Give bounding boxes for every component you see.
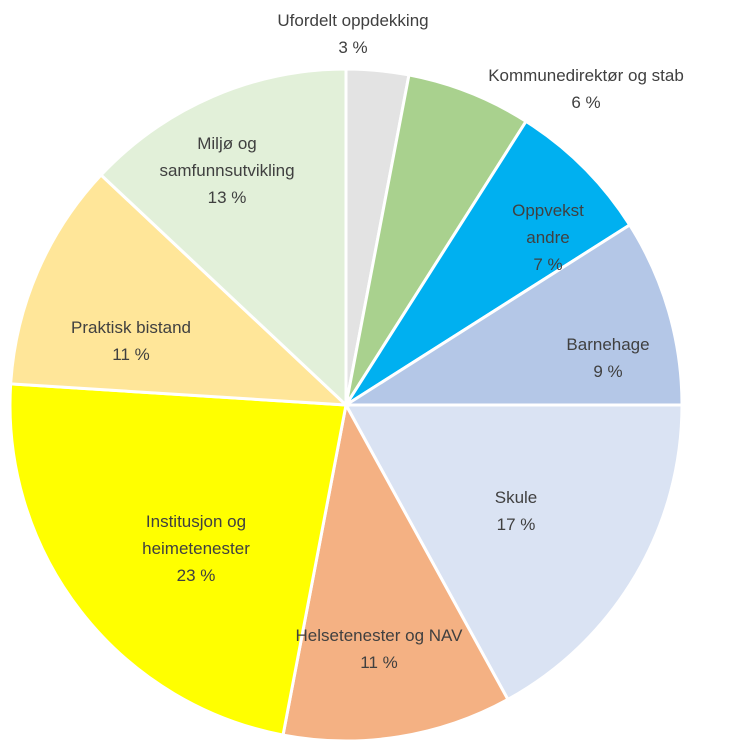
pie-slice [344, 119, 632, 407]
category-name: Helsetenester og NAV [295, 626, 463, 645]
slice-label: Miljø og samfunnsutvikling 13 % [137, 130, 317, 211]
category-name: Institusjon og heimetenester [142, 512, 250, 558]
pie-slice [9, 172, 351, 407]
category-name: Kommunedirektør og stab [488, 66, 684, 85]
value-label: 11 % [112, 345, 150, 364]
category-name: Skule [494, 488, 538, 507]
pie-slice [340, 222, 684, 407]
pie-slice [98, 67, 348, 409]
pie-slice [8, 382, 348, 737]
value-label: 13 % [207, 188, 247, 207]
slice-label: Helsetenester og NAV 11 % [289, 622, 469, 676]
slice-label: Ufordelt oppdekking 3 % [233, 7, 473, 61]
slice-label: Barnehage 9 % [538, 331, 678, 385]
slice-label: Oppvekst andre 7 % [498, 197, 598, 278]
category-name: Barnehage [566, 335, 650, 354]
pie-slice [344, 73, 529, 406]
slice-label: Kommunedirektør og stab 6 % [456, 62, 716, 116]
slice-label: Praktisk bistand 11 % [36, 314, 226, 368]
category-name: Ufordelt oppdekking [277, 11, 429, 30]
pie-slice [343, 403, 684, 702]
pie-slice [281, 400, 510, 740]
slice-label: Skule 17 % [456, 484, 576, 538]
category-name: Miljø og samfunnsutvikling [159, 134, 295, 180]
value-label: 17 % [496, 515, 536, 534]
slice-label: Institusjon og heimetenester 23 % [111, 508, 281, 589]
value-label: 6 % [571, 93, 601, 112]
category-name: Praktisk bistand [71, 318, 191, 337]
value-label: 3 % [338, 38, 368, 57]
value-label: 11 % [360, 653, 398, 672]
value-label: 7 % [533, 255, 563, 274]
value-label: 23 % [176, 566, 216, 585]
value-label: 9 % [593, 362, 623, 381]
category-name: Oppvekst andre [512, 201, 584, 247]
